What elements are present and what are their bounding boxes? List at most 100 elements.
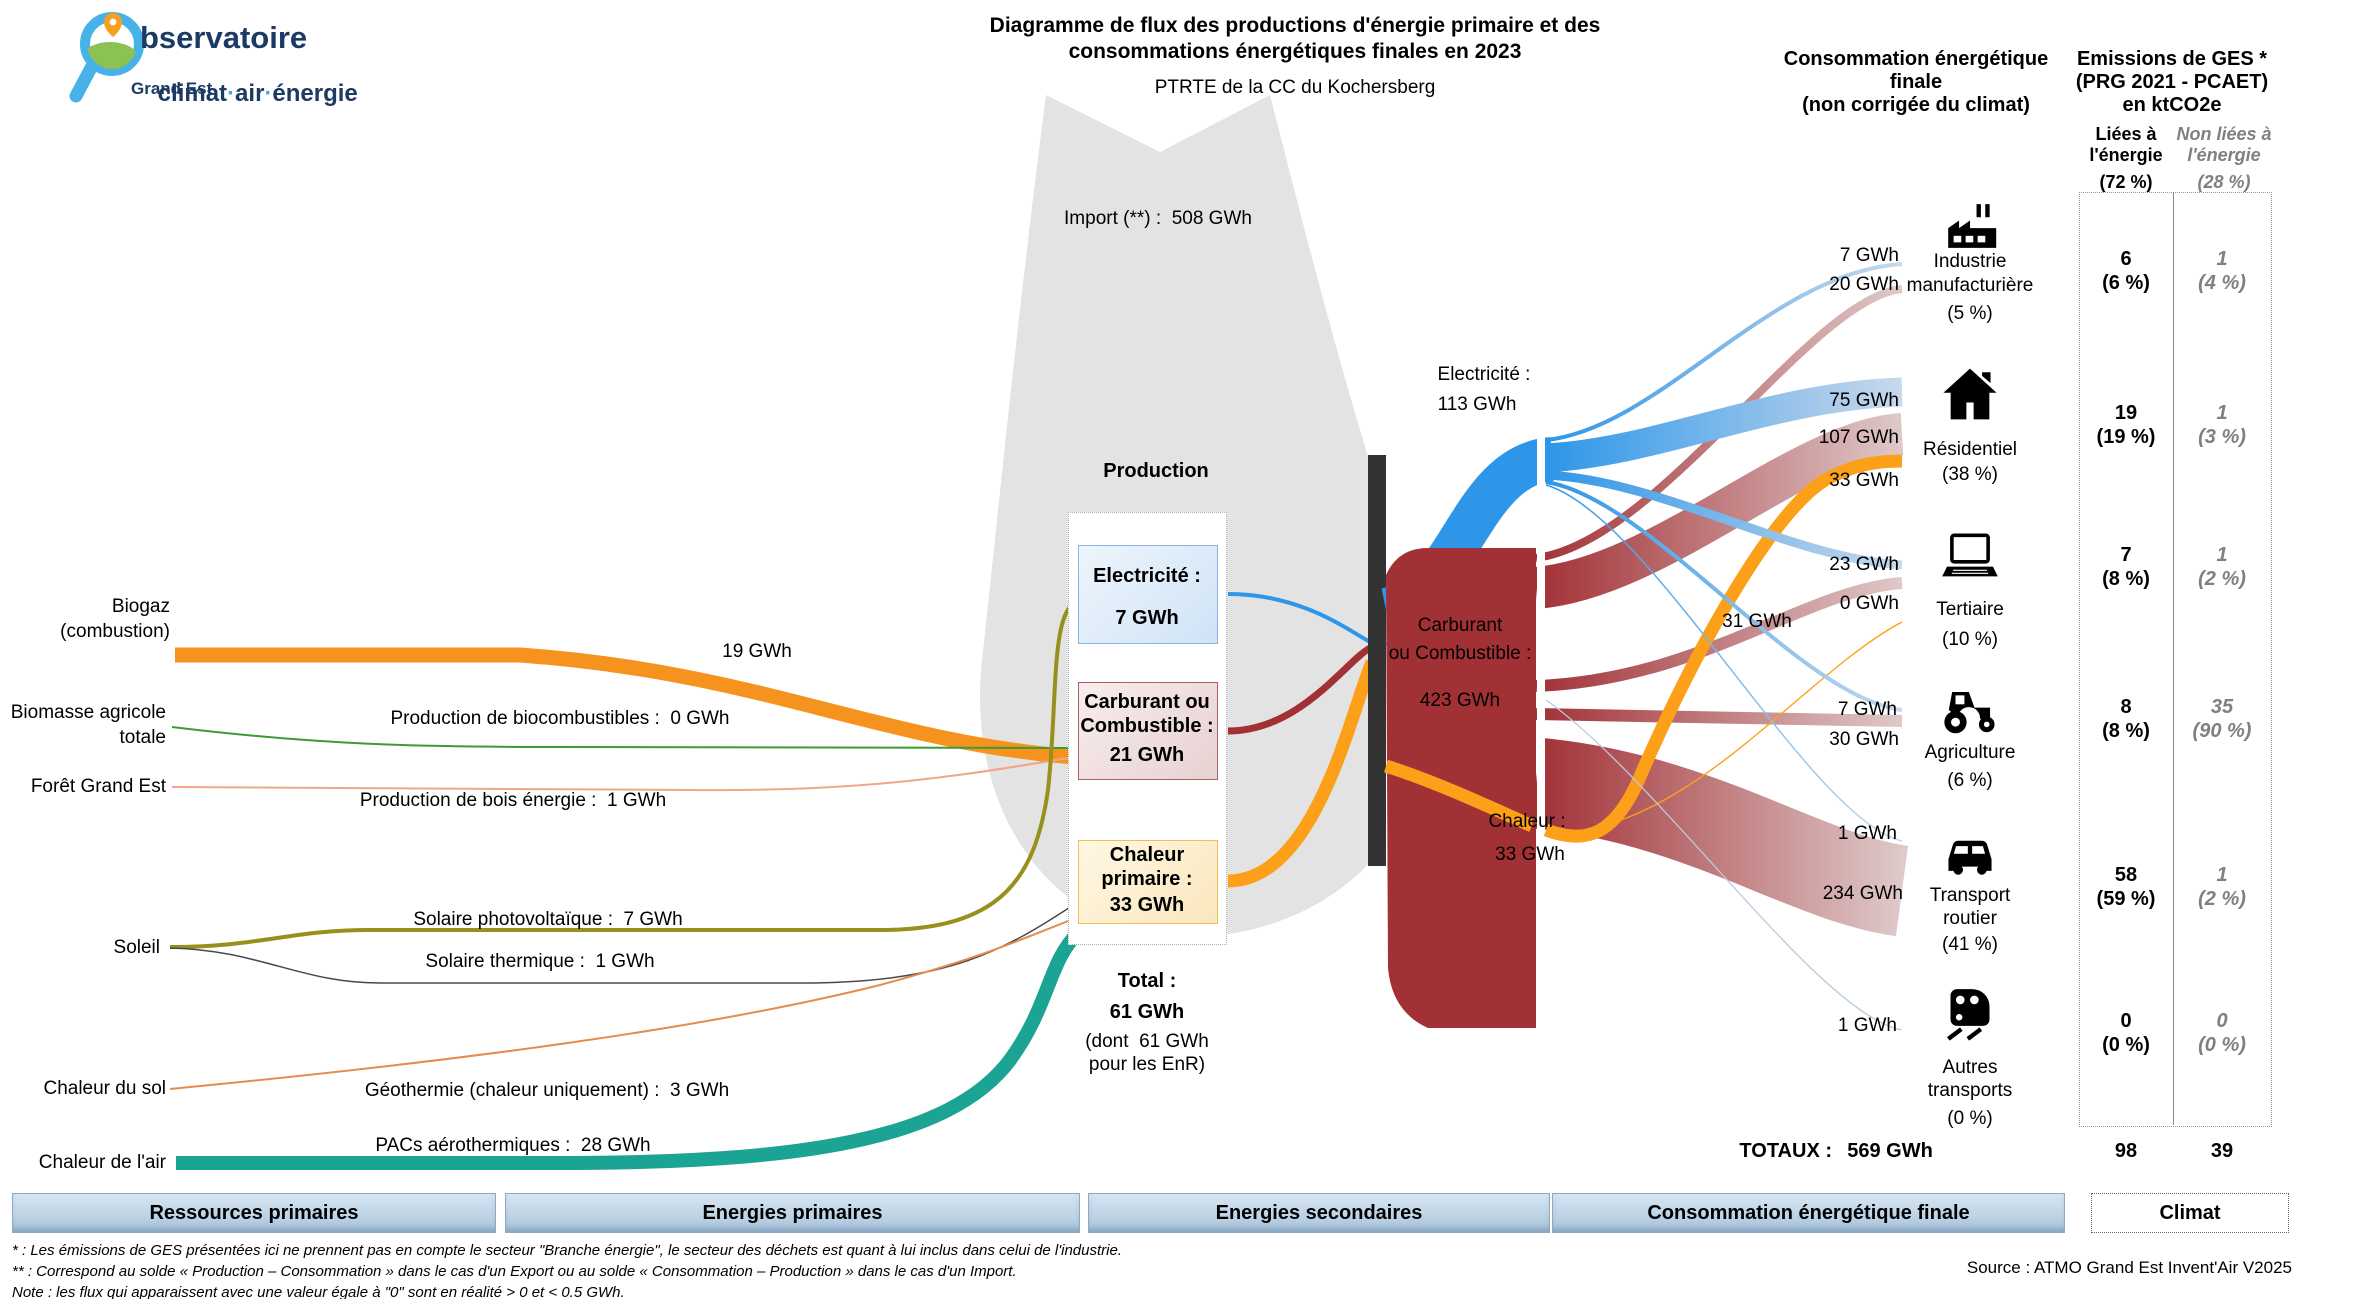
consumption-header-2: finale xyxy=(1889,71,1943,93)
totaux-consumption: 569 GWh xyxy=(1847,1140,1933,1162)
flow-prod-carburant xyxy=(1227,644,1372,735)
ges-header-1: Emissions de GES * xyxy=(2076,48,2268,70)
flow-elec-residentiel xyxy=(1545,377,1903,473)
totaux-ges-non-energie: 39 xyxy=(2210,1140,2234,1162)
source-biogaz-2: (combustion) xyxy=(60,621,170,642)
production-total-note2: pour les EnR) xyxy=(1088,1054,1206,1075)
central-node-bar xyxy=(1368,455,1386,866)
value-elec-industrie: 7 GWh xyxy=(1839,245,1899,266)
legend-climat: Climat xyxy=(2091,1193,2289,1233)
sector-agriculture: Agriculture xyxy=(1924,742,2016,763)
magnifier-handle xyxy=(69,59,99,103)
train-icon xyxy=(1944,986,1996,1042)
flow-carb-transport xyxy=(1531,737,1910,937)
ges-table-frame xyxy=(2079,192,2272,1127)
sector-industrie-1: Industrie xyxy=(1933,251,2007,272)
page-title-line1: Diagramme de flux des productions d'éner… xyxy=(989,14,1601,37)
footnote-1: * : Les émissions de GES présentées ici … xyxy=(12,1242,1122,1259)
value-elec-transport: 1 GWh xyxy=(1837,823,1897,844)
sector-transport-1: Transport xyxy=(1929,885,2011,906)
secondary-elec-label: Electricité : xyxy=(1437,364,1531,385)
consumption-header-1: Consommation énergétique xyxy=(1783,48,2049,70)
logo-tagline: climat·air·énergie xyxy=(131,55,358,133)
logo-dot: · xyxy=(264,80,273,107)
flow-carb-tertiaire xyxy=(1535,577,1903,692)
ges-transport-e-pct: (59 %) xyxy=(2096,888,2156,910)
sector-agriculture-pct: (6 %) xyxy=(1947,770,1993,791)
label-solaire-pv: Solaire photovoltaïque : 7 GWh xyxy=(413,909,683,930)
flow-elec-transport xyxy=(1545,484,1903,842)
flow-carb-autres-transports xyxy=(1545,699,1903,1031)
ges-autres-n-pct: (0 %) xyxy=(2198,1034,2246,1056)
production-elec-label: Electricité : xyxy=(1093,565,1201,587)
logo-region: Grand Est xyxy=(131,79,213,98)
sector-industrie-2: manufacturière xyxy=(1906,275,2034,296)
totaux-ges-energie: 98 xyxy=(2114,1140,2138,1162)
label-solaire-thermique: Solaire thermique : 1 GWh xyxy=(425,951,655,972)
source-biomasse-2: totale xyxy=(119,727,166,748)
ges-header-3: en ktCO2e xyxy=(2122,94,2222,116)
logo-word-air: air xyxy=(235,80,265,107)
ges-table-divider xyxy=(2173,192,2174,1125)
car-icon xyxy=(1942,834,1998,882)
secondary-carb-value: 423 GWh xyxy=(1419,690,1501,711)
sector-residentiel-pct: (38 %) xyxy=(1942,464,1998,485)
sector-autres-pct: (0 %) xyxy=(1947,1108,1993,1129)
flow-solaire-thermique xyxy=(169,901,1079,984)
flow-chal-residentiel xyxy=(1543,454,1903,843)
sector-transport-pct: (41 %) xyxy=(1942,934,1998,955)
production-carb-value: 21 GWh xyxy=(1109,744,1185,766)
flow-prod-chaleur xyxy=(1227,659,1379,888)
source-chaleur-sol: Chaleur du sol xyxy=(43,1078,166,1099)
sector-tertiaire-pct: (10 %) xyxy=(1942,629,1998,650)
production-elec-box xyxy=(1078,545,1218,644)
import-label: Import (**) : 508 GWh xyxy=(1064,208,1252,229)
ges-agriculture-e: 8 xyxy=(2120,696,2132,718)
ges-agriculture-e-pct: (8 %) xyxy=(2102,720,2150,742)
logo-dot: · xyxy=(227,80,236,107)
secondary-chal-label: Chaleur : xyxy=(1488,811,1566,832)
ges-residentiel-e-pct: (19 %) xyxy=(2096,426,2156,448)
legend-consommation-finale: Consommation énergétique finale xyxy=(1552,1193,2065,1233)
ges-transport-n-pct: (2 %) xyxy=(2198,888,2246,910)
production-elec-value: 7 GWh xyxy=(1115,607,1179,629)
ges-autres-e-pct: (0 %) xyxy=(2102,1034,2150,1056)
value-carb-agriculture: 30 GWh xyxy=(1829,729,1899,750)
footnote-3: Note : les flux qui apparaissent avec un… xyxy=(12,1284,625,1299)
flow-chal-tertiaire xyxy=(1545,621,1903,835)
ges-industrie-n: 1 xyxy=(2216,248,2228,270)
production-chal-label2: primaire : xyxy=(1101,868,1193,890)
flow-bois-energie xyxy=(171,756,1076,792)
production-chal-box xyxy=(1078,840,1218,924)
label-geothermie: Géothermie (chaleur uniquement) : 3 GWh xyxy=(364,1080,730,1101)
ges-tertiaire-e: 7 xyxy=(2120,544,2132,566)
consumption-header-3: (non corrigée du climat) xyxy=(1802,94,2030,116)
secondary-elec-value: 113 GWh xyxy=(1437,394,1517,415)
ges-agriculture-n: 35 xyxy=(2210,696,2234,718)
house-icon xyxy=(1941,366,1999,422)
ges-col2-head-1: Non liées à xyxy=(2176,124,2272,144)
production-total-note1: (dont 61 GWh xyxy=(1085,1031,1209,1052)
source-biomasse: Biomasse agricole xyxy=(10,702,166,723)
totaux-label: TOTAUX : xyxy=(1739,1140,1832,1162)
value-chal-residentiel: 33 GWh xyxy=(1829,470,1899,491)
logo-word-climat: climat xyxy=(157,80,228,107)
sector-autres-1: Autres xyxy=(1942,1057,1998,1078)
ges-residentiel-e: 19 xyxy=(2114,402,2138,424)
ges-autres-e: 0 xyxy=(2120,1010,2132,1032)
node-seam xyxy=(1537,420,1545,1038)
source-biogaz: Biogaz xyxy=(111,596,170,617)
flow-carb-residentiel xyxy=(1533,413,1905,609)
observatoire-logo-icon xyxy=(69,12,144,103)
sector-autres-2: transports xyxy=(1927,1080,2013,1101)
ges-col2-head-2: l'énergie xyxy=(2187,145,2261,165)
value-elec-tertiaire: 23 GWh xyxy=(1829,554,1899,575)
ges-agriculture-n-pct: (90 %) xyxy=(2192,720,2252,742)
legend-energies-primaires: Energies primaires xyxy=(505,1193,1080,1233)
value-elec-agriculture: 7 GWh xyxy=(1837,699,1897,720)
page-subtitle: PTRTE de la CC du Kochersberg xyxy=(1154,77,1436,98)
value-carb-autres: 1 GWh xyxy=(1837,1015,1897,1036)
label-biogaz-value: 19 GWh xyxy=(722,641,792,662)
production-chal-label1: Chaleur xyxy=(1109,844,1185,866)
